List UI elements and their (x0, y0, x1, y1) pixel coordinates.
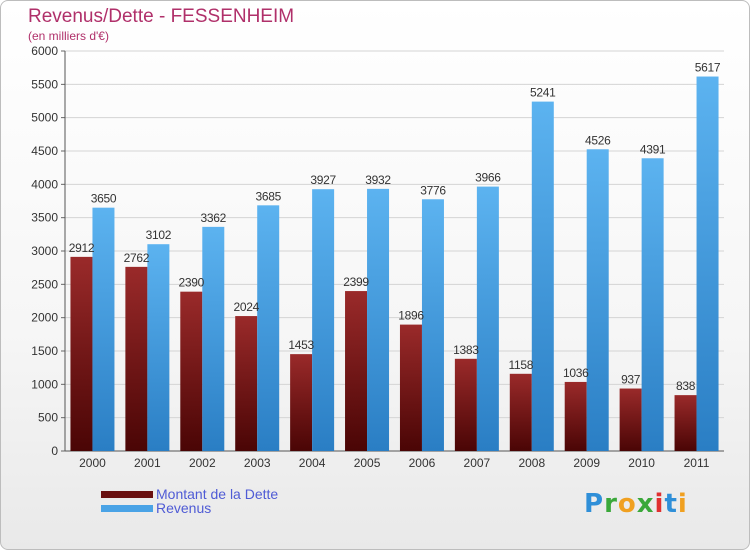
data-label-debt: 838 (676, 379, 696, 393)
bar-debt (399, 324, 422, 451)
bar-debt (180, 291, 203, 451)
bars (70, 76, 719, 452)
y-tick-label: 4000 (31, 177, 58, 191)
data-label-debt: 937 (621, 373, 641, 387)
x-tick-label: 2003 (244, 456, 271, 470)
x-tick-label: 2005 (354, 456, 381, 470)
legend-item-revenus: Revenus (101, 500, 361, 517)
bar-revenus (147, 244, 170, 451)
data-label-revenus: 5241 (530, 86, 556, 100)
y-tick-label: 6000 (31, 44, 58, 58)
y-tick-label: 2000 (31, 311, 58, 325)
bar-debt (509, 373, 532, 451)
data-label-debt: 2399 (343, 275, 369, 289)
data-label-revenus: 4391 (640, 142, 666, 156)
data-label-debt: 2762 (124, 251, 150, 265)
bar-revenus (421, 199, 444, 451)
axes (61, 50, 724, 452)
y-tick-label: 4500 (31, 144, 58, 158)
bar-revenus (202, 226, 225, 451)
proxiti-logo: Proxiti (584, 489, 688, 519)
y-tick-label: 500 (38, 411, 58, 425)
x-tick-label: 2008 (518, 456, 545, 470)
data-label-debt: 1383 (453, 343, 479, 357)
data-label-revenus: 3776 (420, 183, 446, 197)
data-label-revenus: 5617 (695, 61, 721, 75)
y-tick-label: 1500 (31, 344, 58, 358)
bar-revenus (641, 158, 664, 451)
x-tick-label: 2011 (684, 456, 710, 470)
x-tick-label: 2009 (573, 456, 600, 470)
data-label-revenus: 3650 (91, 192, 117, 206)
bar-debt (235, 316, 258, 451)
legend-swatch-revenus (101, 505, 153, 512)
x-tick-label: 2001 (134, 456, 161, 470)
bar-revenus (531, 101, 554, 451)
bar-revenus (476, 186, 499, 451)
bar-revenus (312, 189, 335, 451)
x-tick-label: 2006 (409, 456, 436, 470)
y-tick-label: 5000 (31, 111, 58, 125)
x-tick-label: 2002 (189, 456, 216, 470)
data-label-debt: 1158 (508, 358, 533, 372)
y-tick-label: 0 (51, 444, 58, 458)
bar-debt (70, 256, 93, 451)
bar-debt (125, 266, 148, 451)
logo-letter: r (604, 489, 618, 519)
bar-revenus (696, 76, 719, 452)
data-label-revenus: 3685 (255, 189, 281, 203)
grid-lines (65, 50, 724, 419)
bar-debt (674, 395, 697, 451)
bar-debt (564, 381, 587, 451)
y-tick-label: 3000 (31, 244, 58, 258)
x-tick-label: 2010 (628, 456, 655, 470)
bar-revenus (367, 188, 390, 451)
bar-revenus (586, 149, 609, 451)
bar-revenus (92, 207, 115, 451)
logo-letter: o (617, 489, 637, 519)
bar-debt (454, 358, 477, 451)
logo-letter: i (654, 489, 665, 519)
y-tick-label: 5500 (31, 77, 58, 91)
x-tick-label: 2007 (464, 456, 491, 470)
legend-swatch-debt (101, 491, 153, 498)
x-tick-label: 2000 (79, 456, 106, 470)
data-label-debt: 1453 (288, 338, 314, 352)
data-label-revenus: 3362 (201, 211, 227, 225)
data-label-debt: 2390 (179, 276, 205, 290)
chart-subtitle: (en milliers d'€) (28, 29, 109, 43)
data-label-revenus: 3927 (310, 173, 336, 187)
bar-revenus (257, 205, 280, 451)
bar-debt (619, 388, 642, 451)
chart-title: Revenus/Dette - FESSENHEIM (28, 6, 295, 27)
labels: 0 500 1000 1500 2000 2500 3000 3500 4000 4500 5000… (31, 44, 721, 470)
y-tick-label: 3500 (31, 211, 58, 225)
y-tick-label: 2500 (31, 277, 58, 291)
bar-debt (345, 291, 368, 451)
legend-label-revenus: Revenus (156, 500, 212, 516)
logo-letter: P (584, 489, 605, 519)
data-label-debt: 1896 (398, 309, 424, 323)
data-label-debt: 2912 (69, 241, 95, 255)
legend-label-debt: Montant de la Dette (156, 486, 279, 502)
logo-letter: i (677, 489, 688, 519)
data-label-revenus: 3102 (146, 228, 172, 242)
data-label-revenus: 4526 (585, 133, 611, 147)
y-tick-label: 1000 (31, 377, 58, 391)
x-tick-label: 2004 (299, 456, 326, 470)
legend-item-debt: Montant de la Dette (101, 486, 361, 503)
data-label-revenus: 3966 (475, 171, 501, 185)
bar-debt (290, 354, 313, 451)
data-label-debt: 2024 (233, 300, 259, 314)
logo-letter: t (664, 489, 678, 519)
logo-letter: x (636, 489, 655, 519)
data-label-debt: 1036 (563, 366, 589, 380)
data-label-revenus: 3932 (365, 173, 391, 187)
